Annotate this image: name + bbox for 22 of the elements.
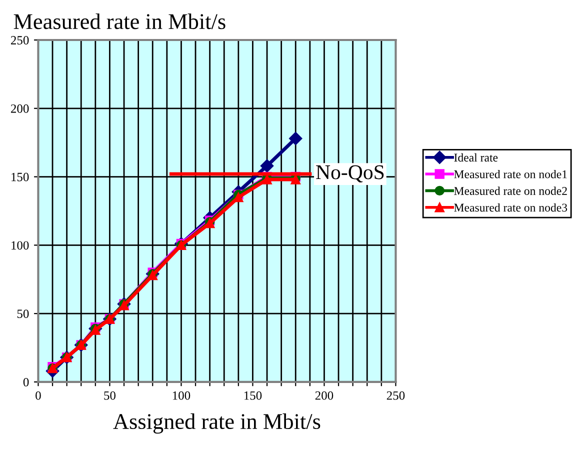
x-axis-title: Assigned rate in Mbit/s (113, 413, 320, 434)
y-tick-label: 50 (17, 310, 29, 318)
y-tick-label: 150 (12, 172, 29, 182)
y-tick-label: 250 (10, 36, 29, 44)
point (234, 192, 244, 202)
legend-label: Ideal rate (454, 153, 498, 162)
point (289, 132, 302, 146)
x-tick-label: 150 (244, 391, 262, 400)
point (260, 159, 274, 172)
legend-label: Measured rate on node2 (454, 186, 567, 195)
chart-title: Measured rate in Mbit/s (14, 13, 226, 30)
legend-label: Measured rate on node3 (454, 203, 568, 212)
x-tick-label: 0 (36, 391, 41, 400)
y-tick-label: 100 (12, 241, 29, 250)
y-tick-label: 200 (10, 104, 29, 113)
annotation: No-QoS (316, 165, 384, 182)
y-tick-label: 0 (23, 378, 29, 386)
x-tick-label: 200 (315, 391, 334, 400)
x-tick-label: 50 (104, 391, 116, 400)
x-tick-label: 250 (386, 391, 405, 400)
legend-label: Measured rate on node1 (454, 170, 567, 178)
x-tick-label: 100 (172, 391, 190, 400)
